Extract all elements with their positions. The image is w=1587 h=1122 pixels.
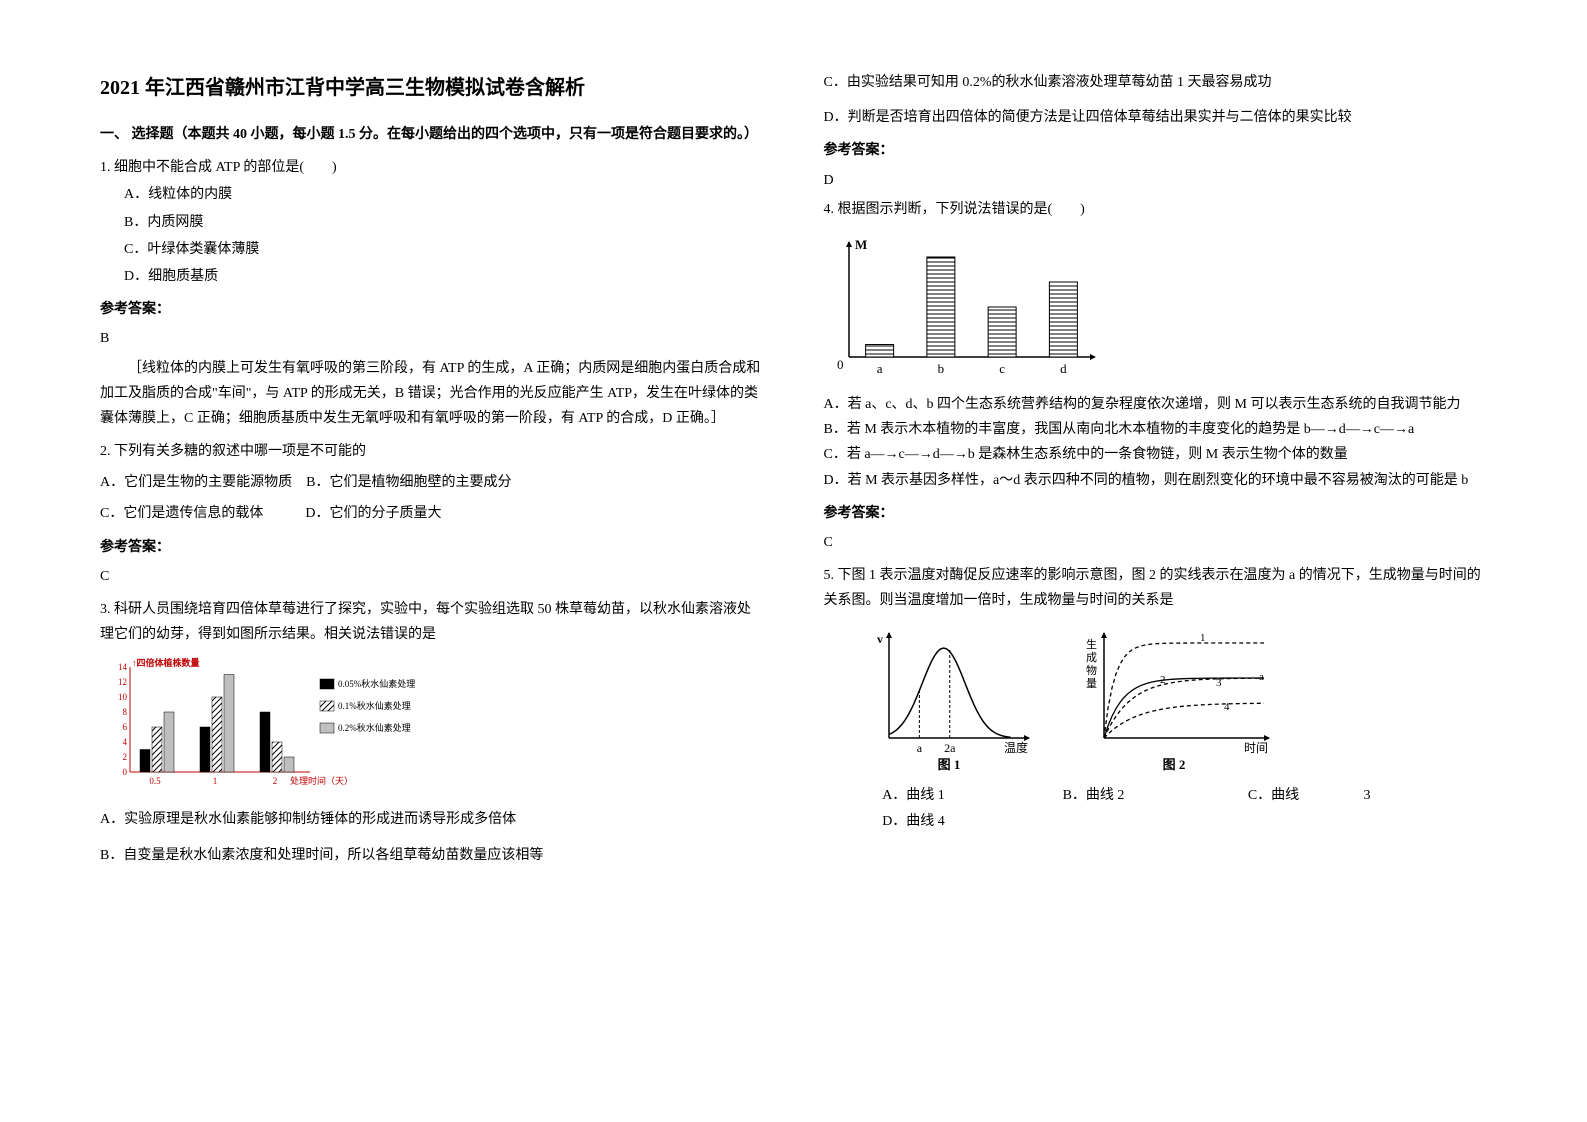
right-column: C．由实验结果可知用 0.2%的秋水仙素溶液处理草莓幼苗 1 天最容易成功 D．… [824, 70, 1488, 1052]
q5-fig1: v a 2a 温度图 1 [864, 623, 1034, 773]
q1-opt-d: D．细胞质基质 [124, 264, 764, 289]
svg-text:生: 生 [1086, 637, 1097, 651]
q3-text: 3. 科研人员围绕培育四倍体草莓进行了探究，实验中，每个实验组选取 50 株草莓… [100, 597, 764, 647]
q1-opt-b: B．内质网膜 [124, 210, 764, 235]
section-heading: 一、 选择题（本题共 40 小题，每小题 1.5 分。在每小题给出的四个选项中，… [100, 122, 764, 147]
svg-text:0: 0 [837, 357, 844, 372]
q4-opt-b: B．若 M 表示木本植物的丰富度，我国从南向北木本植物的丰度变化的趋势是 b―→… [824, 417, 1488, 442]
q3-opt-a: A．实验原理是秋水仙素能够抑制纺锤体的形成进而诱导形成多倍体 [100, 807, 764, 832]
svg-text:2a: 2a [944, 741, 956, 755]
svg-text:c: c [999, 361, 1005, 376]
svg-text:4: 4 [1224, 701, 1230, 713]
q1-text: 1. 细胞中不能合成 ATP 的部位是( ) [100, 155, 764, 180]
svg-text:12: 12 [118, 677, 127, 687]
left-column: 2021 年江西省赣州市江背中学高三生物模拟试卷含解析 一、 选择题（本题共 4… [100, 70, 764, 1052]
question-2: 2. 下列有关多糖的叙述中哪一项是不可能的 A．它们是生物的主要能源物质 B．它… [100, 439, 764, 589]
q3-opt-c: C．由实验结果可知用 0.2%的秋水仙素溶液处理草莓幼苗 1 天最容易成功 [824, 70, 1488, 95]
q4-opt-a: A．若 a、c、d、b 四个生态系统营养结构的复杂程度依次递增，则 M 可以表示… [824, 392, 1488, 417]
svg-text:成: 成 [1086, 651, 1097, 664]
svg-text:量: 量 [1086, 677, 1097, 690]
svg-text:a: a [876, 361, 882, 376]
q1-answer-label: 参考答案： [100, 297, 764, 322]
svg-text:a: a [1259, 671, 1264, 683]
q4-opt-d: D．若 M 表示基因多样性，a～d 表示四种不同的植物，则在剧烈变化的环境中最不… [824, 468, 1488, 493]
q2-answer: C [100, 564, 764, 589]
q1-explanation: ［线粒体的内膜上可发生有氧呼吸的第三阶段，有 ATP 的生成，A 正确；内质网是… [100, 356, 764, 432]
q2-text: 2. 下列有关多糖的叙述中哪一项是不可能的 [100, 439, 764, 464]
q5-text: 5. 下图 1 表示温度对酶促反应速率的影响示意图，图 2 的实线表示在温度为 … [824, 563, 1488, 613]
q2-opts-line2: C．它们是遗传信息的载体 D．它们的分子质量大 [100, 501, 764, 526]
question-5: 5. 下图 1 表示温度对酶促反应速率的影响示意图，图 2 的实线表示在温度为 … [824, 563, 1488, 834]
question-4: 4. 根据图示判断，下列说法错误的是( ) M 0 a b c d A．若 a、c、d、b… [824, 197, 1488, 555]
q4-opt-c: C．若 a―→c―→d―→b 是森林生态系统中的一条食物链，则 M 表示生物个体… [824, 442, 1488, 467]
q3-opt-d: D．判断是否培育出四倍体的简便方法是让四倍体草莓结出果实并与二倍体的果实比较 [824, 105, 1488, 130]
svg-text:b: b [937, 361, 944, 376]
svg-text:温度: 温度 [1004, 740, 1028, 755]
q4-answer: C [824, 530, 1488, 555]
q5-fig2: 生成物量 1 2 34 a 时间图 2 [1074, 623, 1274, 773]
q1-opt-a: A．线粒体的内膜 [124, 182, 764, 207]
svg-text:图 2: 图 2 [1162, 757, 1185, 772]
svg-text:时间: 时间 [1244, 741, 1268, 755]
q3-answer: D [824, 168, 1488, 193]
q4-chart: M 0 a b c d [824, 232, 1488, 382]
svg-text:0.5: 0.5 [149, 776, 161, 786]
svg-text:2: 2 [1160, 674, 1166, 686]
q2-opts-line1: A．它们是生物的主要能源物质 B．它们是植物细胞壁的主要成分 [100, 470, 764, 495]
svg-text:0.2%秋水仙素处理: 0.2%秋水仙素处理 [338, 722, 411, 733]
svg-text:8: 8 [123, 707, 128, 717]
svg-text:14: 14 [118, 662, 128, 672]
q5-opt-c2: 3 [1364, 783, 1404, 808]
svg-text:0: 0 [123, 767, 128, 777]
svg-text:物: 物 [1086, 663, 1097, 677]
svg-text:0.05%秋水仙素处理: 0.05%秋水仙素处理 [338, 678, 415, 689]
q1-answer: B [100, 326, 764, 351]
svg-text:图 1: 图 1 [937, 757, 960, 772]
svg-text:10: 10 [118, 692, 128, 702]
svg-text:4: 4 [123, 737, 128, 747]
q1-opt-c: C．叶绿体类囊体薄膜 [124, 237, 764, 262]
svg-text:1: 1 [213, 776, 218, 786]
q3-answer-label: 参考答案： [824, 138, 1488, 163]
svg-text:0.1%秋水仙素处理: 0.1%秋水仙素处理 [338, 700, 411, 711]
q5-opt-a: A．曲线 1 [824, 783, 1004, 808]
q5-figures: v a 2a 温度图 1 生成物量 1 2 34 a 时间图 2 [864, 623, 1488, 773]
svg-text:2: 2 [123, 752, 128, 762]
svg-text:1: 1 [1200, 632, 1206, 644]
question-1: 1. 细胞中不能合成 ATP 的部位是( ) A．线粒体的内膜 B．内质网膜 C… [100, 155, 764, 431]
svg-text:处理时间（天）: 处理时间（天） [290, 775, 353, 786]
q5-opt-d: D．曲线 4 [824, 809, 1004, 834]
svg-text:v: v [877, 632, 883, 646]
q3-opt-b: B．自变量是秋水仙素浓度和处理时间，所以各组草莓幼苗数量应该相等 [100, 843, 764, 868]
svg-text:6: 6 [123, 722, 128, 732]
svg-text:M: M [855, 237, 867, 252]
q4-answer-label: 参考答案： [824, 501, 1488, 526]
q2-answer-label: 参考答案： [100, 535, 764, 560]
q5-opt-b: B．曲线 2 [1004, 783, 1184, 808]
q4-text: 4. 根据图示判断，下列说法错误的是( ) [824, 197, 1488, 222]
svg-text:2: 2 [273, 776, 278, 786]
svg-text:a: a [916, 741, 922, 755]
q3-chart: 02468101214↑四倍体植株数量0.512处理时间（天）0.05%秋水仙素… [100, 657, 764, 797]
svg-text:3: 3 [1216, 677, 1222, 689]
page-title: 2021 年江西省赣州市江背中学高三生物模拟试卷含解析 [100, 70, 764, 106]
svg-text:↑四倍体植株数量: ↑四倍体植株数量 [132, 657, 200, 668]
q5-options: A．曲线 1 B．曲线 2 C．曲线 3 D．曲线 4 [824, 783, 1488, 833]
question-3: 3. 科研人员围绕培育四倍体草莓进行了探究，实验中，每个实验组选取 50 株草莓… [100, 597, 764, 868]
q5-opt-c: C．曲线 [1184, 783, 1364, 808]
svg-text:d: d [1060, 361, 1067, 376]
